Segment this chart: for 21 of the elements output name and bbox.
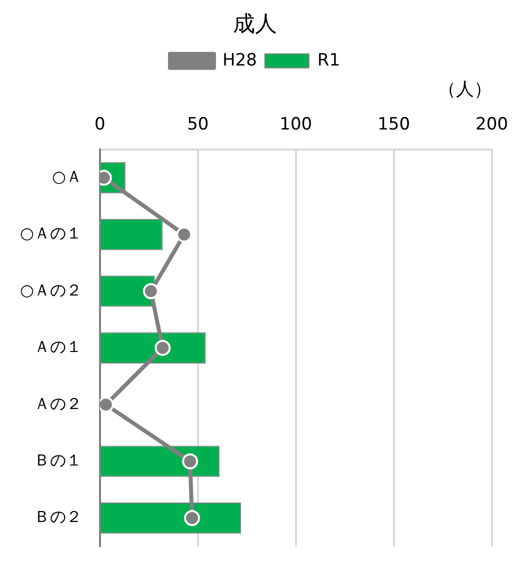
- point: [142, 283, 159, 300]
- x-tick-label: 0: [94, 114, 106, 135]
- y-tick-label: Ａの１: [34, 337, 82, 356]
- point: [182, 453, 198, 470]
- y-tick-label: Ａの２: [34, 394, 82, 413]
- point: [100, 396, 114, 413]
- y-tick-label: ○Ａの１: [20, 224, 82, 243]
- chart-title: 成人: [233, 12, 277, 37]
- point: [154, 340, 171, 356]
- legend-label: R1: [317, 50, 340, 70]
- y-tick-label: Ｂの２: [34, 507, 82, 526]
- x-tick-label: 50: [187, 114, 209, 135]
- x-tick-label: 100: [280, 114, 312, 135]
- x-axis-title: （人）: [438, 78, 492, 100]
- legend-label: H28: [222, 50, 257, 70]
- x-tick-label: 200: [476, 114, 508, 135]
- point: [184, 510, 200, 526]
- x-tick-label: 150: [378, 114, 410, 135]
- y-tick-label: Ｂの１: [34, 450, 82, 470]
- y-tick-label: ○Ａ: [52, 166, 82, 186]
- y-tick-label: ○Ａの２: [20, 280, 82, 300]
